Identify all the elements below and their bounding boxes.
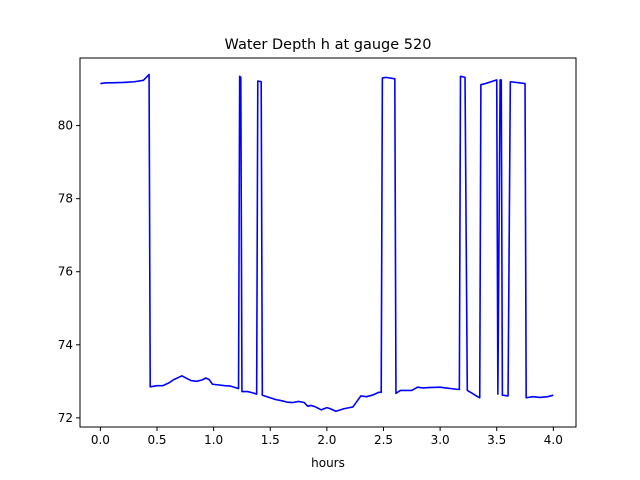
- y-tick-label: 72: [58, 411, 73, 425]
- y-tick-label: 76: [58, 265, 73, 279]
- plot-frame: [79, 57, 577, 428]
- y-tick-label: 74: [58, 338, 73, 352]
- x-tick-label: 2.0: [317, 433, 336, 447]
- series-line-0: [100, 73, 554, 413]
- chart-title: Water Depth h at gauge 520: [225, 37, 432, 53]
- x-tick-label: 3.5: [487, 433, 506, 447]
- y-axis: 72 74 76 78 80: [58, 119, 80, 425]
- plot-area: [79, 57, 577, 428]
- y-tick-label: 80: [58, 119, 73, 133]
- x-tick-label: 0.0: [91, 433, 110, 447]
- x-tick-label: 2.5: [374, 433, 393, 447]
- x-tick-label: 0.5: [147, 433, 166, 447]
- x-tick-label: 4.0: [544, 433, 563, 447]
- y-tick-label: 78: [58, 192, 73, 206]
- x-tick-label: 3.0: [431, 433, 450, 447]
- x-tick-label: 1.0: [204, 433, 223, 447]
- x-axis-label: hours: [311, 456, 345, 470]
- x-axis: 0.0 0.5 1.0 1.5 2.0 2.5 3.0 3.5 4.0: [91, 427, 563, 447]
- x-tick-label: 1.5: [261, 433, 280, 447]
